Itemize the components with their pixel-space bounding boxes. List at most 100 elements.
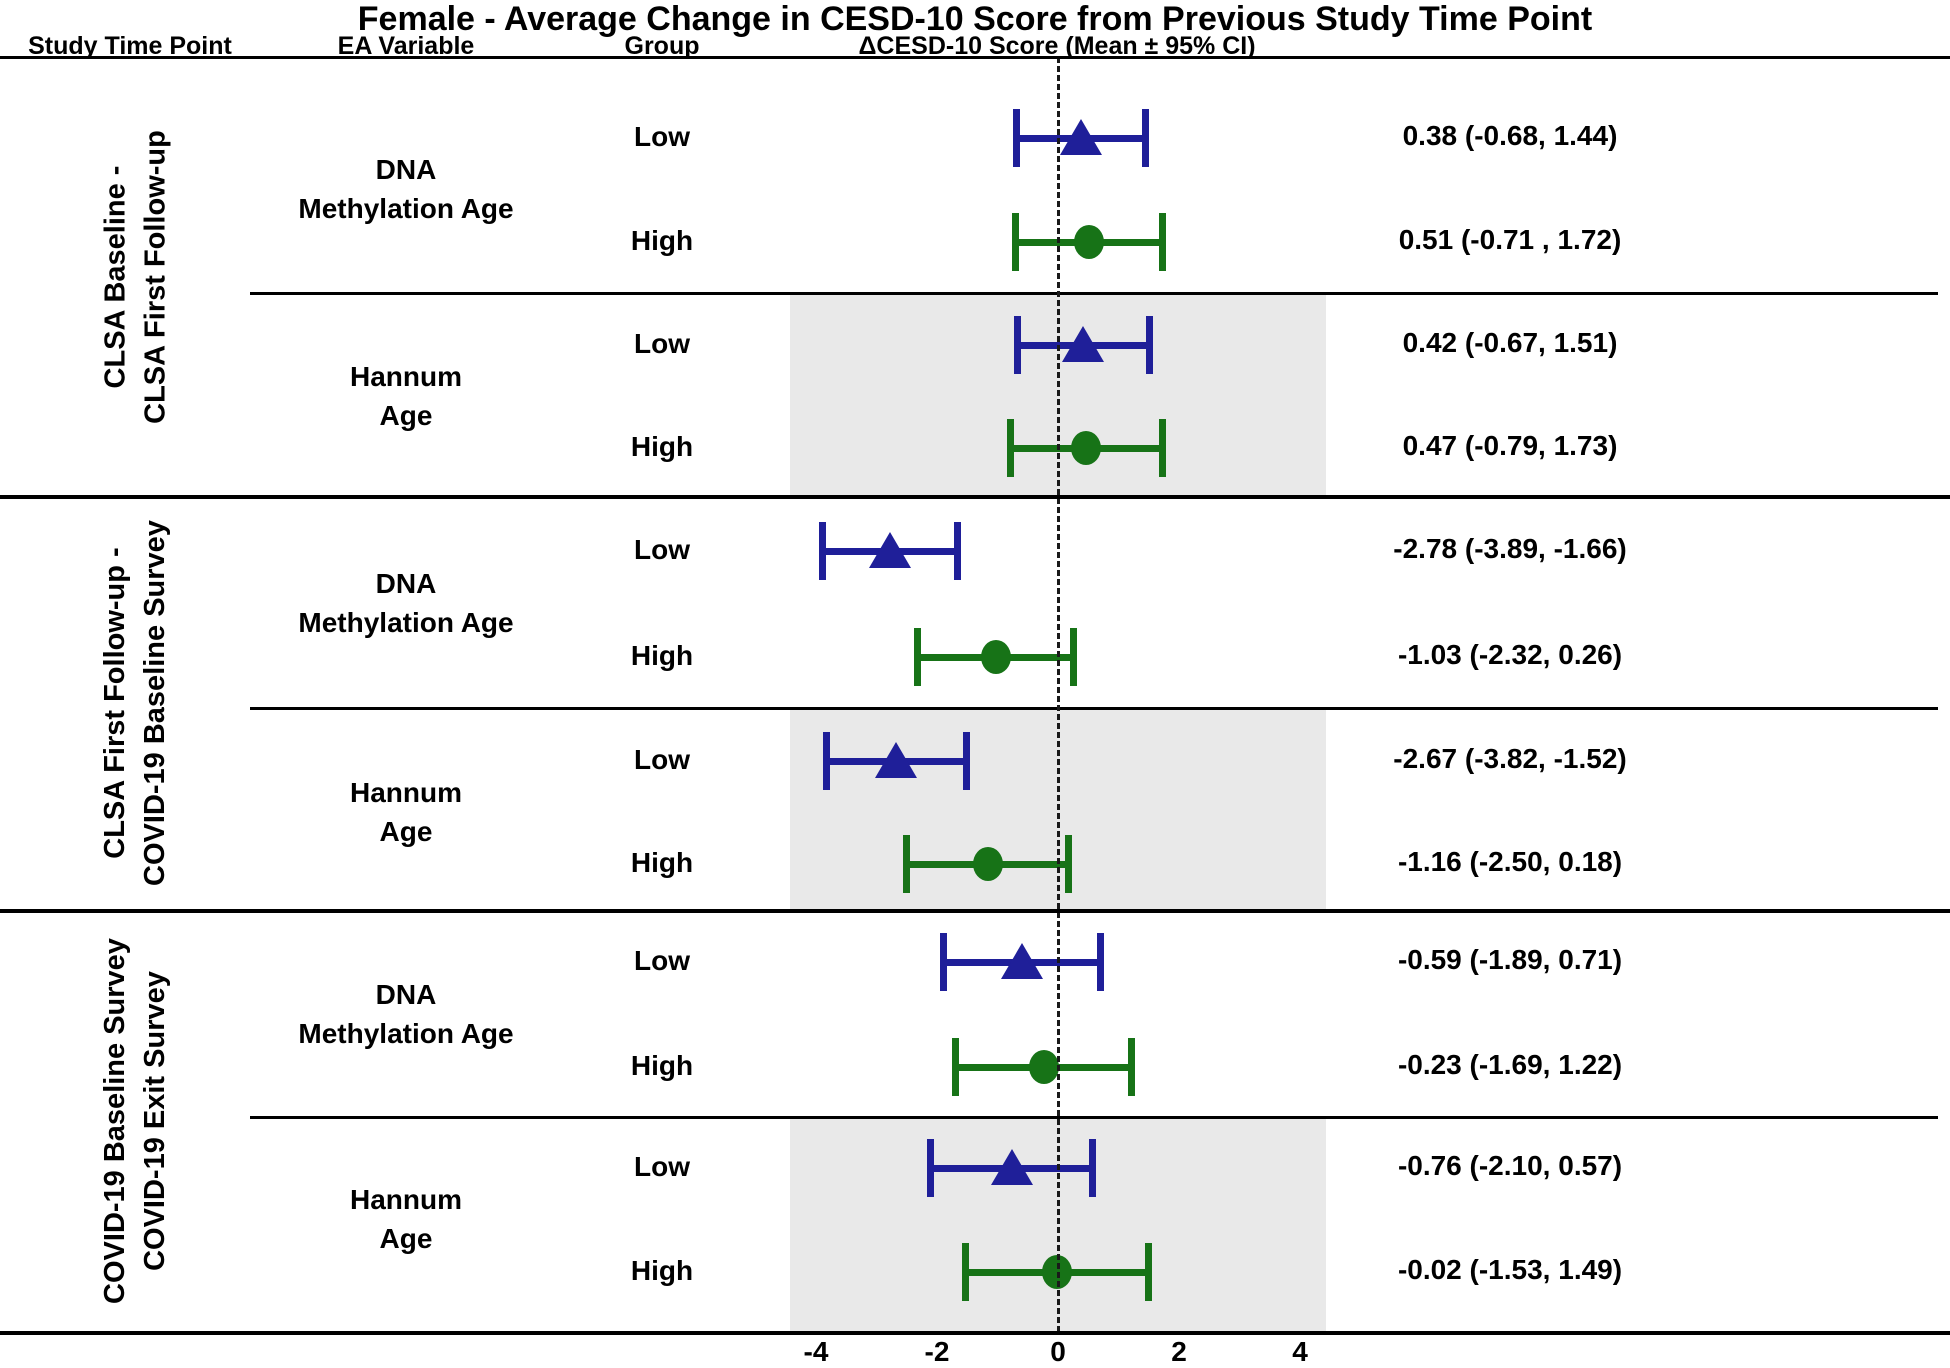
group-label: Low — [634, 945, 690, 976]
ci-cap-right — [1158, 213, 1166, 271]
ea-variable-line: Hannum — [350, 776, 462, 808]
group-label: Low — [634, 744, 690, 775]
x-axis-tick-label: 4 — [1292, 1336, 1308, 1367]
ci-value-label: 0.51 (-0.71 , 1.72) — [1398, 224, 1622, 255]
ci-cap-left — [914, 628, 922, 686]
ci-cap-left — [1013, 316, 1021, 374]
mean-marker-circle — [1041, 1255, 1072, 1289]
study-time-point-line: COVID-19 Exit Survey — [139, 971, 171, 1271]
column-header-group: Group — [624, 32, 700, 60]
ea-variable-line: Age — [379, 1223, 433, 1254]
x-axis-tick-label: -4 — [803, 1336, 829, 1367]
group-label: Low — [634, 534, 690, 565]
group-label: Low — [634, 1151, 690, 1182]
ci-cap-right — [1141, 109, 1149, 167]
ci-cap-left — [1013, 109, 1021, 167]
ci-value-label: -1.16 (-2.50, 0.18) — [1397, 846, 1623, 877]
study-time-point-line: COVID-19 Baseline Survey — [139, 520, 171, 886]
group-label: High — [630, 1050, 694, 1081]
study-time-point-line: COVID-19 Baseline Survey — [99, 938, 131, 1304]
ci-value-label: -1.03 (-2.32, 0.26) — [1397, 639, 1623, 670]
study-time-point-line: CLSA Baseline - — [99, 165, 131, 388]
variable-separator-line — [250, 292, 1938, 295]
group-label: High — [630, 1255, 694, 1286]
mean-marker-triangle — [1059, 119, 1102, 155]
ci-cap-right — [1070, 628, 1078, 686]
ci-cap-left — [927, 1139, 935, 1197]
mean-marker-triangle — [1001, 943, 1044, 979]
reference-zero-line — [1057, 57, 1060, 1332]
ci-cap-left — [952, 1038, 960, 1096]
variable-separator-line — [250, 1116, 1938, 1119]
study-time-point-label: CLSA Baseline - CLSA First Follow-up — [95, 57, 185, 496]
mean-marker-triangle — [991, 1149, 1034, 1185]
mean-marker-triangle — [1062, 326, 1105, 362]
mean-marker-circle — [1071, 431, 1102, 465]
ea-variable-line: Methylation Age — [298, 193, 514, 224]
ci-cap-left — [819, 522, 827, 580]
ci-cap-right — [1145, 316, 1153, 374]
ci-value-label: 0.38 (-0.68, 1.44) — [1402, 120, 1618, 151]
ea-variable-label: DNA Methylation Age — [246, 564, 566, 642]
ea-variable-label: Hannum Age — [246, 773, 566, 851]
section-rule — [0, 495, 1950, 499]
ea-variable-line: Hannum — [350, 1184, 462, 1215]
column-header-study-time-point: Study Time Point — [28, 32, 232, 60]
mean-marker-circle — [972, 847, 1003, 881]
study-time-point-label: COVID-19 Baseline Survey COVID-19 Exit Su… — [95, 910, 185, 1332]
mean-marker-circle — [980, 640, 1011, 674]
ci-cap-right — [1088, 1139, 1096, 1197]
ea-variable-line: Age — [379, 815, 433, 847]
ea-variable-line: Methylation Age — [298, 607, 514, 638]
ci-value-label: 0.42 (-0.67, 1.51) — [1402, 327, 1618, 358]
ea-variable-label: Hannum Age — [246, 1180, 566, 1258]
ci-value-label: -0.76 (-2.10, 0.57) — [1397, 1150, 1623, 1181]
group-label: High — [630, 847, 694, 878]
ea-variable-line: DNA — [375, 568, 437, 599]
ci-cap-left — [940, 933, 948, 991]
mean-marker-circle — [1073, 225, 1104, 259]
ci-cap-right — [962, 732, 970, 790]
ci-value-label: -0.23 (-1.69, 1.22) — [1397, 1049, 1623, 1080]
ci-cap-left — [961, 1243, 969, 1301]
ea-variable-line: DNA — [375, 154, 437, 185]
ci-cap-left — [1011, 213, 1019, 271]
ci-cap-left — [1006, 419, 1014, 477]
study-time-point-line: CLSA First Follow-up - — [99, 547, 131, 859]
chart-title: Female - Average Change in CESD-10 Score… — [357, 0, 1593, 38]
column-header-ea-variable: EA Variable — [337, 32, 475, 60]
ea-variable-line: DNA — [375, 978, 437, 1010]
study-time-point-label: CLSA First Follow-up - COVID-19 Baseline … — [95, 496, 185, 910]
ea-variable-label: DNA Methylation Age — [246, 150, 566, 228]
ea-variable-line: Hannum — [350, 360, 462, 392]
x-axis-tick-label: -2 — [924, 1336, 950, 1367]
mean-marker-circle — [1029, 1050, 1060, 1084]
ci-cap-right — [1159, 419, 1167, 477]
ci-cap-left — [903, 835, 911, 893]
ci-cap-right — [954, 522, 962, 580]
group-label: High — [630, 431, 694, 462]
ci-value-label: -2.67 (-3.82, -1.52) — [1393, 743, 1627, 774]
x-axis-tick-label: 2 — [1171, 1336, 1187, 1367]
ea-variable-label: Hannum Age — [246, 357, 566, 435]
study-time-point-line: CLSA First Follow-up — [139, 129, 171, 424]
group-label: High — [630, 225, 694, 256]
ci-cap-right — [1097, 933, 1105, 991]
group-label: Low — [634, 121, 690, 152]
mean-marker-triangle — [875, 742, 918, 778]
ci-value-label: 0.47 (-0.79, 1.73) — [1402, 430, 1618, 461]
variable-separator-line — [250, 707, 1938, 710]
x-axis-tick-label: 0 — [1050, 1336, 1066, 1367]
ci-value-label: -0.59 (-1.89, 0.71) — [1397, 944, 1623, 975]
ea-variable-label: DNA Methylation Age — [246, 975, 566, 1053]
section-rule — [0, 909, 1950, 913]
column-header-score: ΔCESD-10 Score (Mean ± 95% CI) — [858, 32, 1256, 60]
ci-cap-left — [823, 732, 831, 790]
header-rule — [0, 56, 1950, 59]
group-label: High — [630, 640, 694, 671]
ea-variable-line: Age — [379, 399, 433, 431]
ea-variable-line: Methylation Age — [298, 1017, 514, 1049]
mean-marker-triangle — [868, 532, 911, 568]
